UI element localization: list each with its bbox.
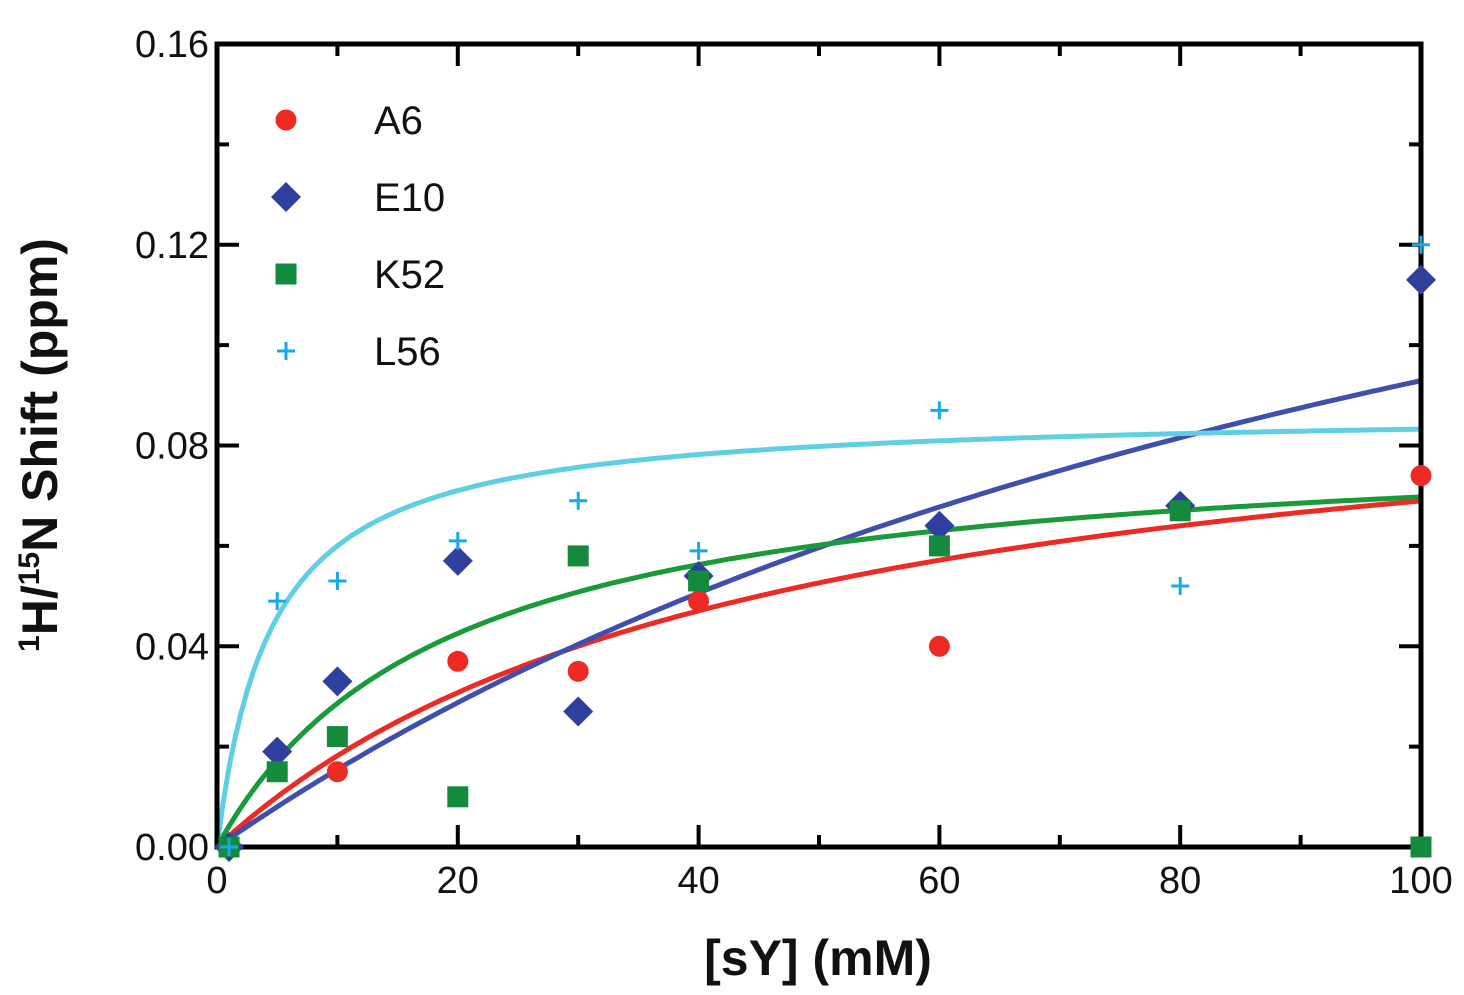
point-a6-5	[688, 590, 710, 612]
point-l56-2	[328, 572, 347, 591]
legend-label-a6: A6	[374, 99, 423, 143]
point-l56-0	[220, 838, 239, 856]
point-l56-3	[448, 531, 467, 550]
point-k52-6	[928, 535, 950, 557]
data-points	[214, 235, 1436, 862]
y-tick-label-0.08: 0.08	[135, 426, 209, 468]
legend-marker-l56	[277, 342, 295, 360]
axis-ticks: 0 20 40 60 80 100 0.00 0.04 0.08 0.12 0.16	[135, 24, 1453, 902]
point-e10-8	[1406, 264, 1436, 295]
y-axis-title: 1H/15N Shift (ppm)	[12, 238, 68, 652]
y-tick-label-0.12: 0.12	[135, 225, 209, 267]
point-e10-3	[442, 545, 473, 576]
legend: A6 E10 K52 L56	[271, 99, 445, 374]
point-e10-1	[262, 736, 293, 767]
point-e10-2	[322, 666, 353, 697]
x-tick-label-100: 100	[1389, 860, 1452, 902]
legend-label-e10: E10	[374, 176, 445, 220]
fit-curve-a6	[215, 498, 1422, 849]
y-tick-label-0.04: 0.04	[135, 626, 209, 668]
legend-marker-a6	[275, 109, 297, 131]
y-axis-title-part2: N Shift (ppm)	[12, 238, 68, 552]
x-axis-title: [sY] (mM)	[704, 930, 932, 986]
y-tick-label-0.16: 0.16	[135, 24, 209, 66]
x-tick-label-60: 60	[918, 860, 960, 902]
point-l56-6	[930, 401, 949, 420]
point-e10-6	[924, 510, 955, 541]
y-axis-title-sup2: 15	[13, 552, 46, 585]
x-tick-label-40: 40	[677, 860, 719, 902]
y-axis-title-part1: H/	[12, 585, 68, 635]
point-l56-8	[1412, 235, 1430, 254]
point-l56-4	[569, 491, 588, 510]
point-k52-1	[266, 761, 288, 783]
y-tick-label-0.00: 0.00	[135, 827, 209, 869]
x-tick-label-80: 80	[1159, 860, 1201, 902]
point-l56-5	[689, 541, 708, 560]
point-a6-2	[326, 761, 348, 783]
fit-curve-e10	[215, 378, 1422, 850]
point-k52-3	[447, 786, 469, 808]
legend-label-k52: K52	[374, 253, 445, 297]
fit-curve-l56	[214, 426, 1422, 848]
point-k52-5	[688, 570, 710, 592]
point-k52-2	[326, 726, 348, 748]
point-a6-6	[928, 635, 950, 657]
y-axis-title-sup1: 1	[13, 635, 46, 652]
legend-label-l56: L56	[374, 330, 441, 374]
point-e10-4	[563, 696, 594, 727]
point-l56-7	[1171, 577, 1190, 596]
point-l56-1	[268, 592, 287, 611]
legend-marker-e10	[271, 182, 301, 212]
x-tick-label-20: 20	[437, 860, 479, 902]
fit-curves	[214, 378, 1422, 850]
legend-marker-k52	[275, 263, 297, 285]
point-a6-4	[567, 660, 589, 682]
point-k52-8	[1410, 836, 1432, 858]
point-a6-3	[447, 650, 469, 672]
point-k52-7	[1169, 500, 1191, 522]
point-k52-4	[567, 545, 589, 567]
x-tick-label-0: 0	[206, 860, 227, 902]
point-a6-8	[1410, 465, 1432, 487]
fit-curve-k52	[214, 494, 1422, 849]
